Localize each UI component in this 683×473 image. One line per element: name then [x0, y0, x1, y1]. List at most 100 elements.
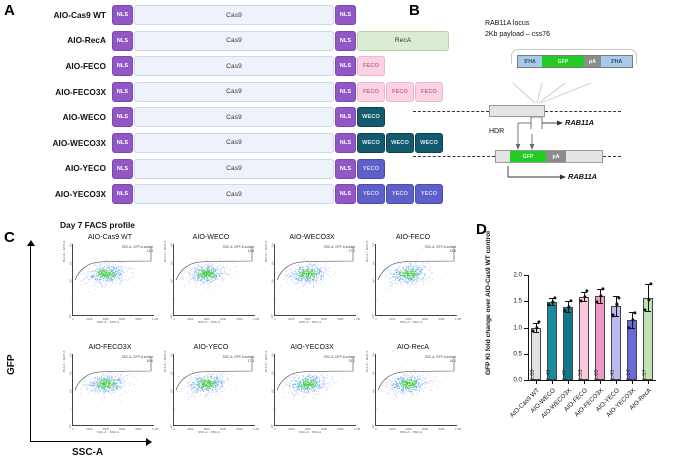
error-bar-cap — [565, 311, 571, 313]
facs-inner-x-label: SSC-A :: SSC-A — [198, 320, 221, 324]
facs-gate-stat: SSC-A, GFP-A subset 18.6 — [425, 245, 456, 253]
construct-row: AIO-WECO NLS Cas9 NLS WECO — [6, 106, 396, 128]
facs-x-tick-label: 0 — [173, 428, 175, 431]
facs-density-cloud — [74, 247, 152, 295]
facs-y-tick-label: -10³ — [271, 314, 275, 320]
bar-chart-x-tick — [568, 380, 569, 384]
bar-chart-y-tick-label: 0.5 — [513, 350, 522, 358]
facs-y-ticks: -10³ 0 10³ 10⁴ 10⁵ — [67, 352, 74, 429]
construct-row: AIO-RecA NLS Cas9 NLS RecA — [6, 30, 449, 52]
facs-x-ticks: 0 200K 400K 600K 800K 1.0M — [274, 425, 360, 431]
facs-inner-y-label: BL1-A :: GFP-A — [62, 240, 66, 262]
facs-y-tick-label: 10³ — [170, 279, 174, 283]
caption-line-1: RAB11A locus — [485, 20, 530, 27]
construct-label: AIO-FECO3X — [55, 86, 106, 97]
facs-x-tick-label: 1.0M — [354, 318, 360, 321]
facs-x-tick-label: 200K — [389, 318, 396, 321]
facs-gate-name: SSC-A, GFP-A subset — [424, 355, 456, 359]
facs-gate-name: SSC-A, GFP-A subset — [323, 245, 355, 249]
fusion-segment: WECO — [357, 107, 385, 128]
facs-gate-percent: 17.2 — [348, 249, 355, 253]
bar-chart-bar[interactable]: 1.40 — [562, 306, 573, 381]
facs-x-tick-label: 0 — [375, 318, 377, 321]
nls-segment: NLS — [335, 5, 356, 25]
construct-track: NLS Cas9 NLS FECO FECO FECO — [112, 81, 444, 102]
facs-y-ticks: -10³ 0 10³ 10⁴ 10⁵ — [269, 242, 276, 319]
bar-chart-y-tick-label: 2.0 — [513, 271, 522, 279]
nls-segment: NLS — [112, 56, 133, 77]
facs-scatter-plot[interactable]: SSC-A, GFP-A subset 15.2 BL1-A :: GFP-A SSC… — [264, 351, 360, 434]
bar-chart-x-tick — [648, 380, 649, 384]
facs-plot-cell: AIO-RecA SSC-A, GFP-A subset 16.1 BL1-A :: … — [361, 342, 465, 434]
construct-track: NLS Cas9 NLS WECO WECO WECO — [112, 132, 444, 153]
replicate-data-point — [617, 295, 621, 300]
replicate-data-point — [547, 303, 551, 307]
construct-track: NLS Cas9 NLS YECO — [112, 158, 386, 179]
replicate-data-point — [627, 325, 631, 330]
facs-density-cloud — [377, 247, 455, 292]
facs-y-tick-label: 10³ — [372, 279, 376, 283]
donor-segment-3ha: 3'HA — [601, 56, 632, 67]
facs-sample-name: AIO-WECO — [192, 233, 230, 241]
facs-inner-y-label: BL1-A :: GFP-A — [264, 240, 268, 262]
facs-x-tick-label: 600K — [321, 428, 328, 431]
facs-scatter-plot[interactable]: SSC-A, GFP-A subset 11.3 BL1-A :: GFP-A SSC… — [62, 241, 158, 324]
construct-row: AIO-WECO3X NLS Cas9 NLS WECO WECO WECO — [6, 132, 443, 154]
bar-chart-bar[interactable]: 1.57 — [642, 297, 653, 381]
edited-segment-flank — [496, 151, 510, 162]
bar-chart-y-tick-label: 0.0 — [513, 376, 522, 384]
nls-segment: NLS — [335, 158, 356, 179]
facs-y-ticks: -10³ 0 10³ 10⁴ 10⁵ — [370, 243, 377, 319]
replicate-data-point — [567, 305, 571, 309]
facs-gate-stat: SSC-A, GFP-A subset 15.2 — [324, 355, 355, 363]
facs-y-tick-label: 0 — [272, 408, 276, 410]
facs-plot-cell: AIO-WECO3X SSC-A, GFP-A subset 17.2 BL1-A :… — [260, 232, 364, 324]
facs-y-tick-label: 10³ — [170, 389, 174, 393]
facs-scatter-plot[interactable]: SSC-A, GFP-A subset 16.1 BL1-A :: GFP-A SSC… — [365, 351, 461, 434]
error-bar-cap — [597, 289, 603, 291]
cas9-segment: Cas9 — [134, 5, 334, 25]
construct-diagram-list: AIO-Cas9 WT NLS Cas9 NLS AIO-RecA NLS Cas9 NLS R… — [6, 4, 449, 209]
facs-scatter-plot[interactable]: SSC-A, GFP-A subset 18.6 BL1-A :: GFP-A SSC… — [365, 241, 461, 324]
nls-segment: NLS — [335, 56, 356, 77]
bar-chart-x-tick — [600, 380, 601, 384]
facs-x-tick-label: 0 — [173, 318, 175, 321]
facs-y-tick-label: 10⁵ — [69, 352, 73, 358]
facs-y-tick-label: 0 — [272, 298, 276, 300]
bar-chart-bar[interactable]: 1.00 — [530, 327, 541, 381]
construct-row: AIO-FECO NLS Cas9 NLS FECO — [6, 55, 396, 77]
facs-scatter-plot[interactable]: SSC-A, GFP-A subset 17.3 BL1-A :: GFP-A SSC… — [163, 351, 259, 434]
bar-chart-bar[interactable]: 1.41 — [610, 305, 621, 381]
facs-scatter-plot[interactable]: SSC-A, GFP-A subset 16.6 BL1-A :: GFP-A SSC… — [62, 351, 158, 434]
facs-sample-name: AIO-FECO3X — [88, 343, 132, 351]
bar-chart-bar[interactable]: 1.59 — [578, 296, 589, 381]
bar-chart-y-tick — [524, 301, 528, 303]
construct-track: NLS Cas9 NLS WECO — [112, 107, 386, 128]
facs-x-tick-label: 200K — [288, 428, 295, 431]
rab11a-locus-box — [489, 105, 545, 117]
nls-segment: NLS — [112, 158, 133, 179]
facs-x-tick-label: 1.0M — [152, 428, 158, 431]
facs-y-tick-label: 10⁴ — [170, 370, 174, 376]
facs-sample-name: AIO-YECO3X — [290, 343, 334, 351]
facs-y-tick-label: 0 — [70, 408, 74, 410]
facs-gate-percent: 16.1 — [449, 359, 456, 363]
bar-chart-bar[interactable]: 1.60 — [594, 296, 605, 381]
facs-scatter-plot[interactable]: SSC-A, GFP-A subset 14.6 BL1-A :: GFP-A SSC… — [163, 241, 259, 324]
replicate-data-point — [585, 289, 589, 293]
gene-label-top: RAB11A — [565, 118, 595, 127]
edited-dash-right — [603, 156, 621, 157]
bar-chart-bar[interactable]: 1.49 — [546, 301, 557, 381]
cas9-segment: Cas9 — [134, 184, 334, 205]
replicate-data-point — [537, 320, 541, 324]
facs-scatter-plot[interactable]: SSC-A, GFP-A subset 17.2 BL1-A :: GFP-A SSC… — [264, 241, 360, 324]
facs-inner-x-label: SSC-A :: SSC-A — [400, 430, 423, 434]
replicate-data-point — [631, 318, 635, 322]
facs-gate-stat: SSC-A, GFP-A subset 14.6 — [223, 245, 254, 253]
facs-x-tick-label: 400K — [405, 318, 412, 321]
facs-y-tick-label: 10⁴ — [271, 260, 275, 266]
bar-chart-bar[interactable]: 1.14 — [626, 320, 637, 381]
facs-y-tick-label: 10⁵ — [271, 242, 275, 248]
replicate-data-point — [569, 299, 573, 303]
facs-inner-x-label: SSC-A :: SSC-A — [400, 320, 423, 324]
